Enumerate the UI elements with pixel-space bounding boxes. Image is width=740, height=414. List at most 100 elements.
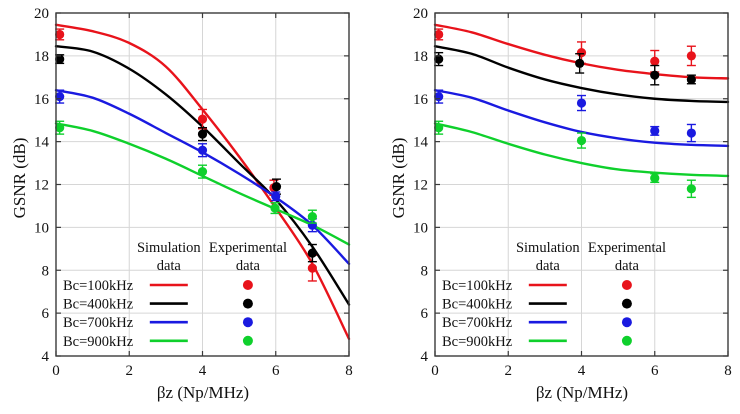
y-tick-label: 12 <box>34 178 49 194</box>
x-tick-label: 2 <box>126 363 134 379</box>
legend-entry-label: Bc=700kHz <box>442 315 513 331</box>
series-line-Bc=400kHz <box>433 45 730 104</box>
data-point <box>271 191 281 201</box>
legend-dot-swatch <box>242 298 253 309</box>
y-tick-label: 18 <box>34 49 49 65</box>
y-tick-label: 4 <box>421 349 429 365</box>
data-point <box>686 51 696 61</box>
y-tick-label: 6 <box>42 306 50 322</box>
left-xaxis-label: βz (Np/MHz) <box>156 383 250 402</box>
legend-dot-swatch <box>621 298 632 309</box>
data-point <box>650 56 660 66</box>
data-point <box>197 167 208 177</box>
data-point <box>307 263 317 273</box>
data-point <box>271 182 282 192</box>
y-tick-label: 8 <box>421 263 429 279</box>
y-tick-label: 14 <box>34 135 50 151</box>
data-point <box>307 248 317 258</box>
data-point <box>576 135 587 146</box>
y-tick-label: 10 <box>34 220 49 236</box>
y-tick-label: 18 <box>413 49 428 65</box>
points-Bc=900kHz <box>55 120 317 224</box>
gridlines <box>56 13 349 356</box>
data-point <box>575 58 585 68</box>
right-yaxis-label: GSNR (dB) <box>389 137 408 219</box>
legend-entry-label: Bc=900kHz <box>63 334 134 350</box>
legend-entry-label: Bc=700kHz <box>63 315 134 331</box>
legend-dot-swatch <box>621 317 632 328</box>
legend-entry-label: Bc=400kHz <box>63 297 134 313</box>
legend-exp-header: Experimental <box>209 240 287 256</box>
y-tick-label: 16 <box>413 92 429 108</box>
x-tick-label: 2 <box>505 363 513 379</box>
legend-entry-label: Bc=400kHz <box>442 297 513 313</box>
series-line-Bc=100kHz <box>54 23 351 341</box>
legend-dot-swatch <box>242 335 253 346</box>
data-point <box>434 123 444 133</box>
data-point <box>55 29 65 40</box>
x-tick-label: 0 <box>431 363 439 379</box>
axes: 0 2 4 6 8 4 6 8 10 12 14 16 18 20 <box>34 6 353 379</box>
x-tick-label: 8 <box>724 363 732 379</box>
points-Bc=400kHz <box>434 51 696 86</box>
legend-dot-swatch <box>621 335 632 346</box>
data-point <box>650 70 660 80</box>
data-point <box>197 129 208 139</box>
panel-right: 0 2 4 6 8 4 6 8 10 12 14 16 18 20 Simulation data Experi… <box>413 6 732 379</box>
legend-sim-header: data <box>536 258 561 274</box>
data-point <box>55 123 65 133</box>
x-tick-label: 6 <box>651 363 659 379</box>
series-line-Bc=900kHz <box>433 122 730 178</box>
y-tick-label: 4 <box>42 349 50 365</box>
y-tick-label: 10 <box>413 220 428 236</box>
legend-dot-swatch <box>242 317 253 328</box>
legend-dot-swatch <box>621 280 632 290</box>
legend-sim-header: data <box>157 258 182 274</box>
y-tick-label: 14 <box>413 135 429 151</box>
x-tick-label: 8 <box>345 363 353 379</box>
data-point <box>686 74 696 85</box>
legend-sim-header: Simulation <box>516 240 580 256</box>
legend: Simulation data Experimental data Bc=100kHz B… <box>442 240 666 350</box>
data-point <box>270 203 280 213</box>
points-Bc=100kHz <box>55 28 317 282</box>
y-tick-label: 6 <box>421 306 429 322</box>
data-point <box>55 54 65 64</box>
legend-entry-label: Bc=900kHz <box>442 334 513 350</box>
legend-dot-swatch <box>242 280 253 290</box>
points-Bc=400kHz <box>55 54 317 263</box>
legend-exp-header: data <box>236 258 261 274</box>
right-xaxis-label: βz (Np/MHz) <box>535 383 629 402</box>
data-point <box>197 145 208 155</box>
data-point <box>650 173 660 183</box>
left-yaxis-label: GSNR (dB) <box>10 137 29 219</box>
data-point <box>307 212 317 222</box>
y-tick-label: 12 <box>413 178 428 194</box>
data-point <box>576 98 587 108</box>
x-tick-label: 4 <box>199 363 207 379</box>
legend: Simulation data Experimental data Bc=100kHz B… <box>63 240 287 350</box>
legend-sim-header: Simulation <box>137 240 201 256</box>
y-tick-label: 8 <box>42 263 50 279</box>
x-tick-label: 6 <box>272 363 280 379</box>
data-point <box>686 128 696 138</box>
data-point <box>650 126 660 136</box>
data-point <box>686 184 696 194</box>
legend-entry-label: Bc=100kHz <box>63 278 134 294</box>
panel-left: 0 2 4 6 8 4 6 8 10 12 14 16 18 20 Simulation data Experi… <box>34 6 353 379</box>
data-point <box>434 54 444 64</box>
x-tick-label: 0 <box>52 363 60 379</box>
y-tick-label: 20 <box>34 6 49 22</box>
data-point <box>434 29 444 40</box>
data-point <box>576 48 587 58</box>
series-line-Bc=700kHz <box>433 88 730 148</box>
x-tick-label: 4 <box>578 363 586 379</box>
y-tick-label: 20 <box>413 6 428 22</box>
legend-entry-label: Bc=100kHz <box>442 278 513 294</box>
legend-exp-header: data <box>615 258 640 274</box>
data-point <box>197 114 208 124</box>
axes: 0 2 4 6 8 4 6 8 10 12 14 16 18 20 <box>413 6 732 379</box>
legend-exp-header: Experimental <box>588 240 666 256</box>
